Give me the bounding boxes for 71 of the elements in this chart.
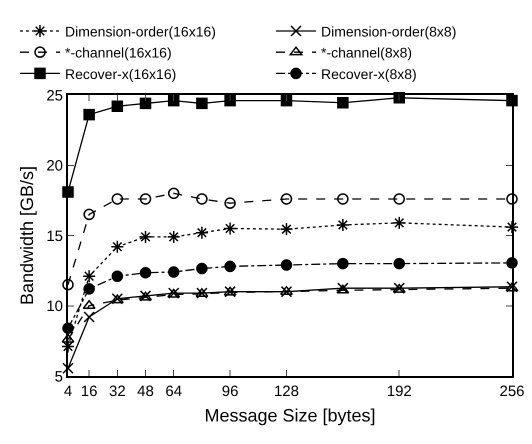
point bbox=[168, 266, 180, 278]
point bbox=[83, 108, 95, 120]
point bbox=[392, 282, 406, 294]
point bbox=[195, 226, 209, 240]
x-tick-label: 64 bbox=[165, 383, 182, 400]
point bbox=[82, 270, 96, 283]
point bbox=[505, 220, 519, 234]
point bbox=[337, 282, 349, 294]
point bbox=[280, 259, 292, 271]
point bbox=[110, 240, 124, 254]
point bbox=[196, 98, 208, 110]
point bbox=[280, 94, 292, 106]
point bbox=[140, 266, 152, 278]
point bbox=[112, 100, 124, 112]
point bbox=[336, 218, 350, 232]
legend-label: *-channel(8x8) bbox=[321, 44, 412, 61]
point bbox=[337, 96, 349, 108]
point bbox=[196, 193, 208, 205]
point bbox=[280, 193, 292, 205]
point bbox=[166, 230, 180, 244]
point bbox=[280, 222, 294, 236]
x-tick-label: 256 bbox=[499, 383, 525, 400]
point bbox=[62, 278, 74, 290]
point bbox=[61, 340, 75, 354]
legend-label: Recover-x(16x16) bbox=[65, 66, 176, 82]
point bbox=[83, 208, 95, 220]
point bbox=[196, 262, 208, 274]
point bbox=[112, 193, 124, 205]
x-tick-label: 4 bbox=[64, 383, 72, 400]
point bbox=[168, 188, 180, 200]
y-tick-label: 15 bbox=[46, 228, 63, 245]
legend-label: Dimension-order(16x16) bbox=[65, 23, 216, 40]
x-tick-label: 96 bbox=[222, 383, 238, 400]
x-tick-label: 16 bbox=[80, 383, 98, 400]
point bbox=[110, 292, 124, 304]
point bbox=[336, 284, 350, 294]
point bbox=[224, 94, 236, 106]
x-tick-label: 48 bbox=[137, 383, 154, 400]
point bbox=[140, 98, 152, 110]
point bbox=[83, 311, 95, 323]
point bbox=[112, 270, 124, 282]
x-tick-label: 192 bbox=[386, 383, 412, 400]
point bbox=[393, 258, 405, 270]
y-tick-label: 5 bbox=[54, 368, 63, 386]
x-axis-title: Message Size [bytes] bbox=[204, 406, 376, 426]
y-tick-label: 10 bbox=[46, 298, 63, 315]
point bbox=[62, 362, 74, 374]
x-tick-label: 128 bbox=[274, 383, 299, 400]
legend-label: Recover-x(8x8) bbox=[321, 66, 417, 82]
point bbox=[167, 287, 180, 299]
point bbox=[138, 230, 152, 244]
point bbox=[224, 197, 236, 209]
point bbox=[392, 216, 406, 230]
point bbox=[506, 193, 518, 205]
point bbox=[337, 258, 349, 270]
legend-label: Dimension-order(8x8) bbox=[321, 23, 456, 40]
point bbox=[280, 286, 292, 298]
legend-label: *-channel(16x16) bbox=[65, 44, 172, 61]
point bbox=[337, 193, 349, 205]
x-tick-label: 32 bbox=[108, 383, 126, 400]
point bbox=[393, 193, 405, 205]
y-tick-label: 25 bbox=[46, 87, 63, 104]
point bbox=[83, 283, 95, 295]
point bbox=[280, 286, 293, 295]
point bbox=[224, 260, 236, 272]
point bbox=[139, 290, 152, 302]
point bbox=[140, 193, 152, 205]
y-axis-title: Bandwidth [GB/s] bbox=[17, 166, 38, 306]
point bbox=[223, 222, 237, 236]
point bbox=[168, 94, 180, 106]
y-tick-label: 20 bbox=[46, 158, 63, 174]
